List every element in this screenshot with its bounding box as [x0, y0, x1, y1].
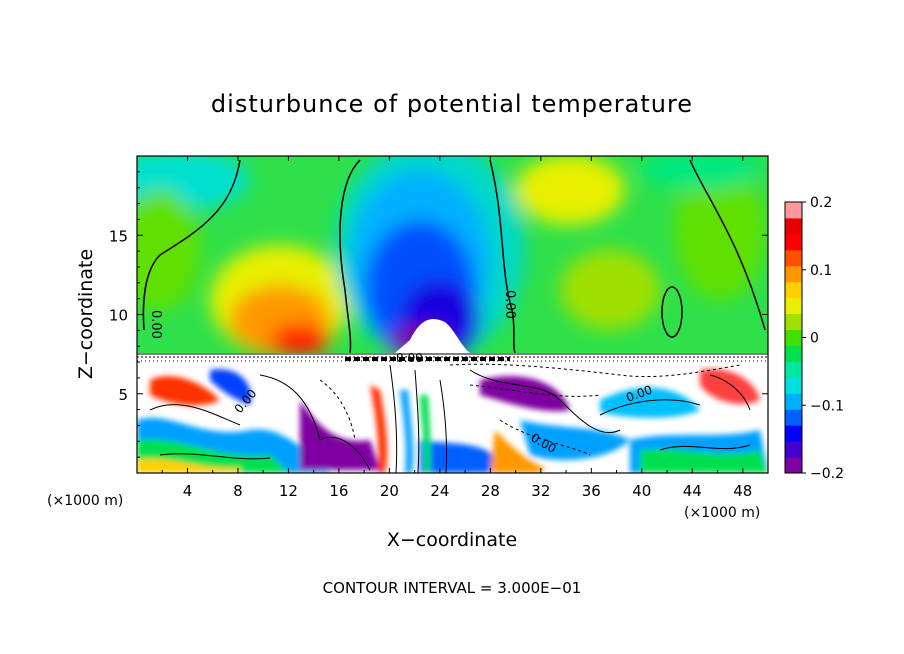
x-tick-label: 16 [329, 482, 348, 500]
contour-line [469, 369, 621, 434]
zero-contour [142, 159, 241, 331]
field-blob [600, 387, 700, 418]
field-blob [395, 319, 470, 353]
x-tick-label: 8 [233, 482, 243, 500]
field-blob [700, 369, 760, 405]
field-blob [137, 190, 200, 310]
contour-line [259, 374, 371, 471]
field-blob [370, 385, 388, 473]
field-blob [137, 458, 240, 473]
field-blob [640, 448, 768, 473]
y-axis-ticks: 5 10 15 [109, 171, 768, 458]
x-unit-left: (×1000 m) [47, 493, 123, 509]
colorbar-swatch [785, 441, 802, 458]
contour-line [659, 444, 751, 451]
field-blob [420, 395, 431, 473]
contour-line [149, 404, 241, 426]
colorbar-swatch [785, 425, 802, 442]
field-blob [490, 430, 545, 473]
x-tick-label: 24 [430, 482, 449, 500]
x-tick-label: 12 [279, 482, 298, 500]
colorbar-swatch [785, 313, 802, 331]
colorbar-tick-label: 0.1 [810, 263, 832, 279]
interface-band [137, 353, 768, 362]
field-blob [300, 400, 380, 470]
contour-label: 0.00 [502, 290, 517, 319]
field-blob [150, 376, 220, 406]
contour-line [319, 379, 356, 441]
chart-title: disturbunce of potential temperature [211, 90, 693, 118]
x-axis-label: X−coordinate [387, 529, 517, 551]
contour-line [439, 379, 448, 473]
colorbar-tick-label: 0.2 [810, 195, 832, 211]
colorbar-swatch [785, 393, 802, 410]
field-blob [480, 376, 570, 412]
contour-line [709, 374, 751, 411]
contour-line [159, 453, 271, 460]
footer-note: CONTOUR INTERVAL = 3.000E−01 [323, 579, 582, 597]
x-tick-label: 36 [582, 482, 601, 500]
x-tick-label: 44 [683, 482, 702, 500]
colorbar-tick-label: −0.2 [810, 466, 844, 482]
contour-line [414, 369, 420, 473]
field-blob [520, 420, 630, 460]
y-tick-label: 5 [118, 386, 128, 404]
x-tick-label: 48 [733, 482, 752, 500]
zero-contour [661, 286, 683, 338]
zero-contour [489, 159, 516, 353]
colorbar-swatch [785, 409, 802, 426]
x-tick-label: 28 [481, 482, 500, 500]
colorbar-swatch [785, 297, 802, 315]
colorbar-tick-label: 0 [810, 331, 819, 347]
x-tick-label: 4 [183, 482, 193, 500]
x-tick-label: 32 [531, 482, 550, 500]
x-tick-label: 20 [380, 482, 399, 500]
colorbar-swatch [785, 457, 802, 474]
field-blob [210, 369, 251, 405]
colorbar-swatch [785, 281, 802, 299]
colorbar-swatch [785, 345, 802, 362]
contour-line [599, 399, 701, 416]
colorbar-swatch [785, 265, 802, 283]
contour-line [449, 363, 741, 378]
field-blob [515, 156, 625, 225]
contour-label: 0.00 [148, 310, 163, 339]
colorbar [784, 201, 803, 474]
x-tick-label: 40 [632, 482, 651, 500]
colorbar-swatch [785, 361, 802, 378]
colorbar-swatch [785, 217, 802, 235]
colorbar-ticks: 0.2 0.1 0 −0.1 −0.2 [802, 195, 844, 482]
colorbar-swatch [785, 233, 802, 251]
upper-field [137, 156, 768, 353]
field-blob [640, 156, 760, 190]
x-axis-ticks: 4 8 12 16 20 24 28 32 36 40 44 48 [161, 156, 769, 500]
colorbar-swatch [785, 329, 802, 346]
y-tick-label: 15 [109, 227, 128, 245]
field-blob [560, 250, 660, 330]
y-tick-label: 10 [109, 307, 128, 325]
field-blob [270, 324, 330, 353]
field-blob [420, 440, 500, 473]
contour-line [389, 364, 398, 473]
colorbar-swatch [785, 249, 802, 267]
colorbar-swatch [785, 377, 802, 394]
zero-contour [689, 159, 766, 331]
y-axis-label: Z−coordinate [75, 249, 97, 379]
contour-label: 0.00 [396, 351, 423, 365]
colorbar-swatch [785, 202, 802, 219]
zero-contour [339, 159, 361, 353]
lower-field [137, 353, 768, 473]
x-unit-right: (×1000 m) [684, 505, 760, 521]
colorbar-tick-label: −0.1 [810, 398, 844, 414]
field-blob [400, 390, 414, 473]
